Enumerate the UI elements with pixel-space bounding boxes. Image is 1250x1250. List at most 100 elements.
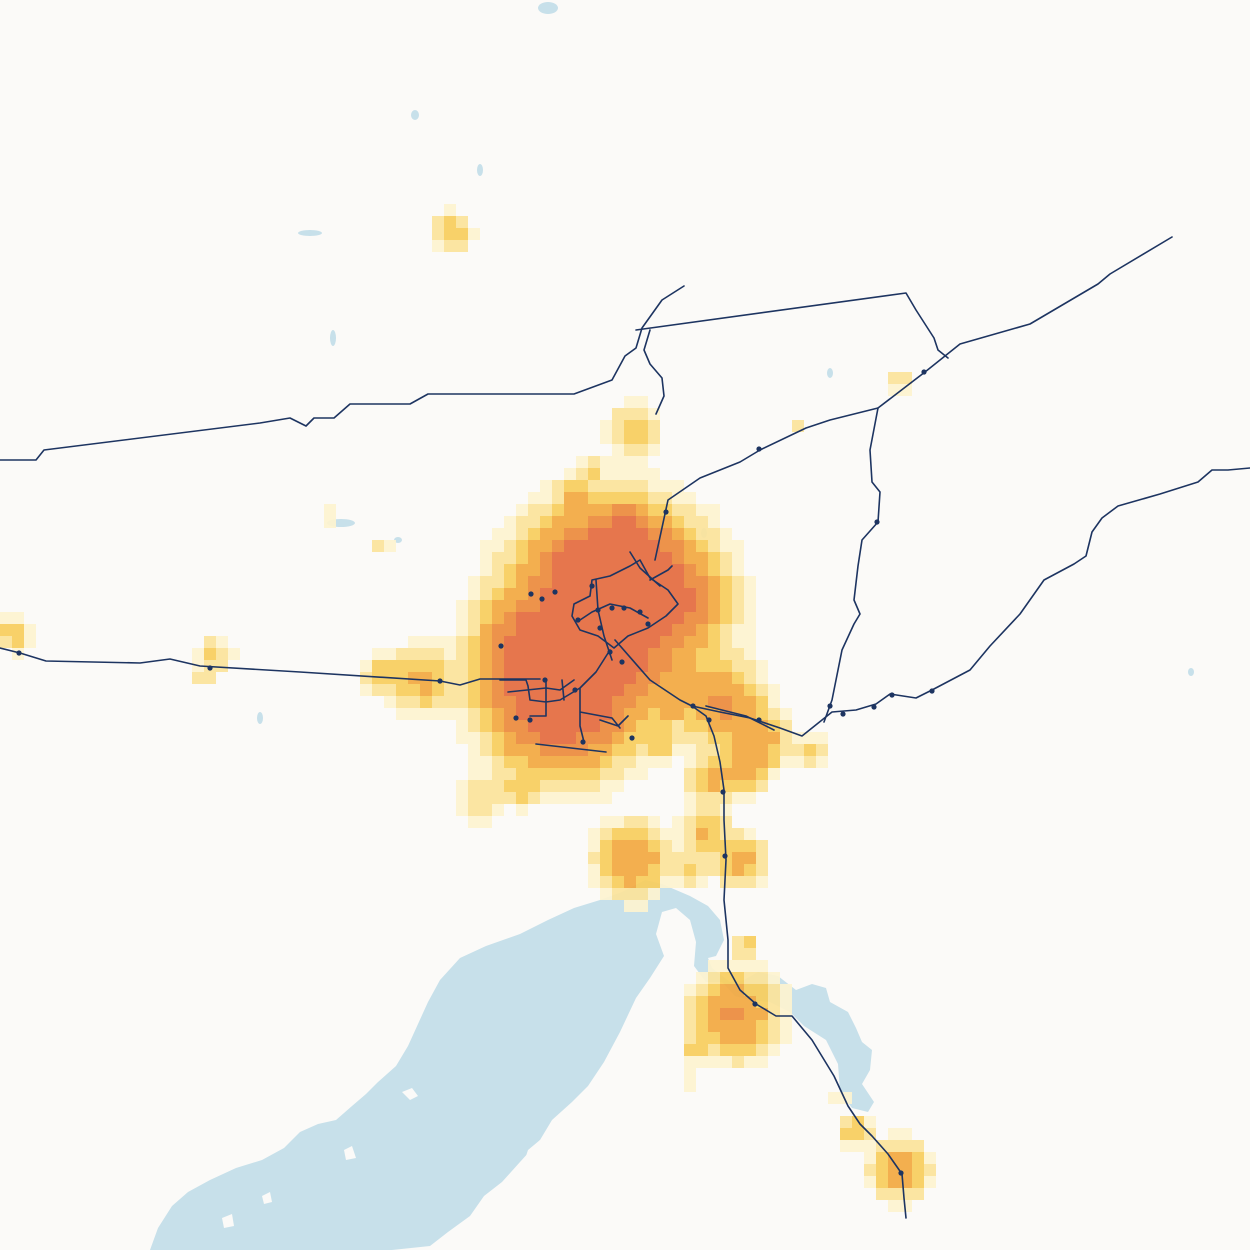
station-marker[interactable] [637,609,643,615]
density-cell [648,528,660,540]
station-marker[interactable] [207,665,213,671]
density-cell [528,636,540,648]
station-marker[interactable] [528,591,534,597]
density-cell [720,1032,732,1044]
density-cell [768,696,780,708]
density-cell [504,672,516,684]
station-marker[interactable] [542,677,548,683]
station-marker[interactable] [645,621,651,627]
density-cell [228,648,240,660]
density-cell [720,816,732,828]
density-cell [888,1128,900,1140]
density-cell [756,1032,768,1044]
density-cell [516,720,528,732]
lake-island-5 [524,1140,548,1168]
station-marker[interactable] [527,717,533,723]
density-cell [696,648,708,660]
station-marker[interactable] [597,625,603,631]
density-cell [840,1116,852,1128]
station-marker[interactable] [575,617,581,623]
station-marker[interactable] [871,704,877,710]
station-marker[interactable] [629,735,635,741]
station-marker[interactable] [663,509,669,515]
station-marker[interactable] [552,589,558,595]
station-marker[interactable] [706,717,712,723]
station-marker[interactable] [889,692,895,698]
density-cell [684,840,696,852]
density-cell [576,516,588,528]
station-marker[interactable] [690,703,696,709]
density-cell [924,1152,936,1164]
station-marker[interactable] [722,853,728,859]
density-cell [564,468,576,480]
density-cell [624,888,636,900]
density-cell [756,864,768,876]
station-marker[interactable] [840,711,846,717]
station-marker[interactable] [756,717,762,723]
density-cell [492,672,504,684]
station-marker[interactable] [621,605,627,611]
density-cell [768,768,780,780]
density-cell [600,660,612,672]
station-marker[interactable] [513,715,519,721]
station-marker[interactable] [619,659,625,665]
station-marker[interactable] [580,739,586,745]
density-cell [672,852,684,864]
density-cell [540,720,552,732]
density-cell [492,576,504,588]
density-cell [732,852,744,864]
station-marker[interactable] [720,789,726,795]
density-cell [756,876,768,888]
station-marker[interactable] [572,687,578,693]
station-marker[interactable] [437,678,443,684]
station-marker[interactable] [589,583,595,589]
density-cell [816,744,828,756]
density-cell [564,528,576,540]
density-cell [528,780,540,792]
density-cell [648,660,660,672]
density-cell [720,636,732,648]
density-cell [528,792,540,804]
density-cell [636,828,648,840]
density-cell [636,408,648,420]
station-marker[interactable] [595,607,601,613]
station-marker[interactable] [929,688,935,694]
density-cell [648,552,660,564]
station-marker[interactable] [498,643,504,649]
station-marker[interactable] [607,649,613,655]
station-marker[interactable] [16,650,22,656]
density-cell [624,720,636,732]
density-cell [672,612,684,624]
density-cell [444,228,456,240]
density-cell [492,732,504,744]
station-marker[interactable] [756,446,762,452]
density-cell [756,840,768,852]
density-cell [756,660,768,672]
density-cell [564,792,576,804]
station-marker[interactable] [752,1001,758,1007]
density-cell [756,972,768,984]
station-marker[interactable] [609,605,615,611]
density-cell [564,744,576,756]
density-cell [684,1056,696,1068]
station-marker[interactable] [827,703,833,709]
station-marker[interactable] [874,519,880,525]
density-cell [708,828,720,840]
density-cell [636,672,648,684]
pond-3 [411,110,419,120]
density-cell [612,876,624,888]
density-cell [648,876,660,888]
density-cell [588,756,600,768]
station-marker[interactable] [921,369,927,375]
density-cell [732,792,744,804]
density-cell [492,744,504,756]
station-marker[interactable] [898,1170,904,1176]
density-cell [732,672,744,684]
density-cell [600,756,612,768]
station-marker[interactable] [539,596,545,602]
density-cell [564,624,576,636]
lake-island-4 [222,1214,234,1228]
density-cell [480,696,492,708]
